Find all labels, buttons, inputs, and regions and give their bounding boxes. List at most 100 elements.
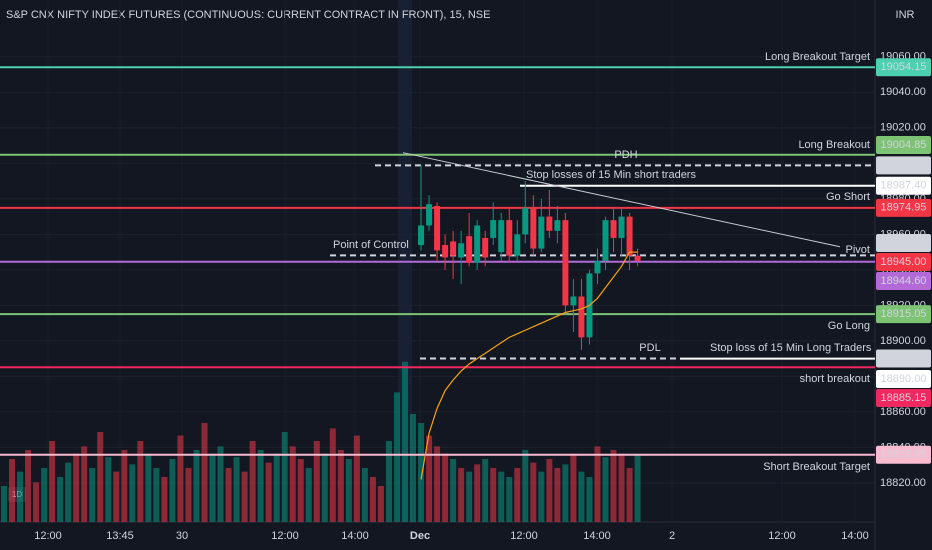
volume-bar [514, 468, 521, 522]
candle-body [482, 237, 489, 258]
volume-bar [201, 423, 208, 522]
level-name: short breakout [800, 373, 870, 385]
price-label-box [876, 389, 931, 407]
volume-bar [490, 468, 497, 522]
volume-bar [618, 453, 625, 522]
volume-bar [153, 468, 160, 522]
volume-bar [377, 486, 384, 522]
volume-bar [289, 446, 296, 522]
price-label-box [876, 176, 931, 195]
volume-bar [450, 459, 457, 522]
volume-bar [217, 446, 224, 522]
candle-body [618, 216, 625, 238]
volume-bar [578, 471, 585, 522]
level-name: Go Short [826, 191, 870, 203]
volume-bar [594, 446, 601, 522]
candle-body [426, 204, 433, 226]
volume-bar [369, 477, 376, 522]
volume-bar [329, 428, 336, 522]
volume-bar [121, 450, 128, 522]
candle-body [594, 261, 601, 274]
candle-body [522, 207, 529, 235]
volume-bar [426, 435, 433, 522]
volume-bar [65, 462, 72, 522]
candle-body [498, 220, 505, 253]
price-label-box [876, 305, 931, 324]
candle-body [434, 205, 441, 251]
price-label: 19054.15 [881, 61, 927, 73]
y-tick-label: 19040.00 [880, 86, 926, 98]
volume-bar [97, 432, 104, 522]
volume-bar [281, 432, 288, 522]
volume-bar [498, 471, 505, 522]
volume-bar [634, 455, 641, 522]
volume-bar [522, 450, 529, 522]
volume-bar [169, 459, 176, 522]
price-label-box [876, 445, 931, 464]
volume-bar [145, 453, 152, 522]
volume-bar [265, 462, 272, 522]
candle-body [490, 220, 497, 238]
volume-bar [434, 446, 441, 522]
level-name: Long Breakout [798, 139, 870, 151]
volume-bar [177, 435, 184, 522]
volume-bar [554, 468, 561, 522]
x-tick-label: Dec [410, 530, 430, 542]
volume-bar [313, 441, 320, 522]
level-name: PDL [639, 342, 660, 354]
volume-bar [225, 468, 232, 522]
vwap-line [420, 251, 638, 480]
volume-bar [17, 471, 24, 522]
volume-bar [586, 477, 593, 522]
x-tick-label: 12:00 [34, 530, 62, 542]
volume-bar [113, 471, 120, 522]
volume-bar [1, 486, 7, 522]
candle-body [506, 220, 513, 256]
volume-bar [602, 457, 609, 522]
level-name: Short Breakout Target [763, 461, 870, 473]
volume-bar [49, 441, 56, 522]
candle-body [418, 225, 425, 246]
candle-body [626, 216, 633, 256]
price-label: 18890.10 [881, 352, 927, 364]
candle-body [634, 255, 641, 261]
y-tick-label: 18900.00 [880, 335, 926, 347]
volume-bar [193, 450, 200, 522]
candle-body [554, 220, 561, 231]
volume-bar [353, 435, 360, 522]
price-label: 18915.05 [881, 308, 927, 320]
price-label: 18890.00 [881, 373, 927, 385]
volume-bar [626, 468, 633, 522]
candle-body [570, 296, 577, 306]
volume-bar [337, 450, 344, 522]
volume-bar [546, 459, 553, 522]
price-label: 18987.40 [881, 180, 927, 192]
volume-bar [25, 450, 32, 522]
price-label-box [876, 136, 931, 154]
currency: INR [896, 9, 915, 21]
candle-body [578, 296, 585, 338]
volume-bar [81, 446, 88, 522]
y-tick-label: 18820.00 [880, 477, 926, 489]
price-label: 19004.85 [881, 139, 927, 151]
volume-bar [466, 471, 473, 522]
volume-bar [89, 468, 96, 522]
x-tick-label: 14:00 [841, 530, 869, 542]
y-tick-label: 18860.00 [880, 406, 926, 418]
volume-bar [474, 464, 481, 522]
volume-bar [161, 477, 168, 522]
volume-bar [418, 423, 425, 522]
level-name: Stop loss of 15 Min Long Traders [710, 342, 872, 354]
volume-bar [249, 441, 256, 522]
candle-body [602, 220, 609, 261]
candle-body [442, 245, 449, 258]
candle-body [538, 216, 545, 249]
volume-bar [129, 464, 136, 522]
volume-bar [9, 459, 16, 522]
volume-bar [530, 462, 537, 522]
candle-body [466, 236, 473, 263]
trendline [402, 152, 841, 248]
volume-bar [458, 468, 465, 522]
volume-bar [402, 361, 408, 522]
